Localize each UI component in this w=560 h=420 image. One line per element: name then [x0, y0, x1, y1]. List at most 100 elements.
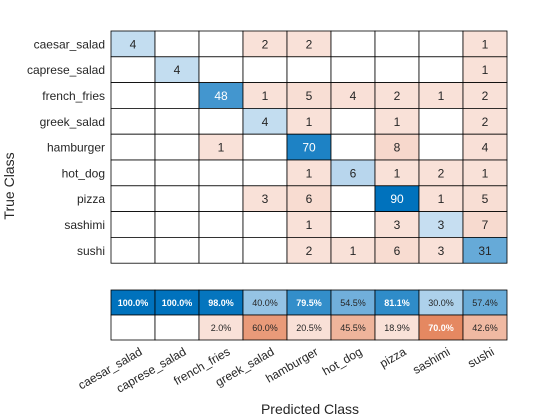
matrix-cell: [198, 185, 244, 213]
matrix-cell: [242, 108, 288, 135]
matrix-cell: [330, 30, 376, 58]
matrix-cell-value: 3: [394, 218, 401, 232]
matrix-cell: [330, 185, 376, 213]
matrix-cell: [462, 133, 508, 161]
matrix-cell-value: 1: [438, 89, 445, 103]
matrix-cell: [154, 108, 200, 135]
matrix-cell: [198, 159, 244, 187]
matrix-cell-value: 2: [306, 37, 313, 51]
matrix-cell: [154, 185, 200, 213]
summary-cell: [154, 289, 200, 316]
column-tick-label: sashimi: [410, 344, 452, 376]
matrix-cell: [286, 236, 332, 264]
matrix-cell-value: 70: [302, 141, 316, 155]
summary-cell: [374, 314, 420, 341]
column-tick-label: hot_dog: [320, 344, 365, 378]
matrix-cell: [462, 159, 508, 187]
matrix-cell: [330, 159, 376, 187]
matrix-cell: [462, 56, 508, 83]
summary-cell-value: 20.5%: [296, 323, 322, 333]
matrix-cell: [462, 30, 508, 58]
summary-cell-value: 40.0%: [252, 298, 278, 308]
matrix-cell-value: 1: [218, 141, 225, 155]
row-tick-label: greek_salad: [40, 115, 105, 129]
matrix-cell: [374, 30, 420, 58]
matrix-cell: [198, 30, 244, 58]
matrix-cell: [330, 82, 376, 109]
matrix-cell-value: 1: [306, 218, 313, 232]
matrix-cell: [154, 211, 200, 238]
summary-cell: [242, 314, 288, 341]
matrix-cell: [198, 236, 244, 264]
y-axis-label: True Class: [1, 152, 17, 219]
matrix-cell-value: 6: [350, 166, 357, 180]
matrix-cell: [374, 56, 420, 83]
matrix-cell: [242, 82, 288, 109]
matrix-cell-value: 1: [394, 115, 401, 129]
row-tick-label: caesar_salad: [34, 37, 105, 51]
matrix-cell-value: 1: [306, 115, 313, 129]
matrix-cell-value: 8: [394, 141, 401, 155]
row-tick-label: caprese_salad: [27, 63, 105, 77]
matrix-cell-value: 1: [482, 37, 489, 51]
matrix-cell: [286, 56, 332, 83]
matrix-cell: [242, 56, 288, 83]
row-tick-label: hamburger: [47, 141, 105, 155]
matrix-cell: [330, 211, 376, 238]
matrix-cell-value: 5: [482, 192, 489, 206]
matrix-cell: [110, 108, 156, 135]
matrix-cell-value: 1: [482, 166, 489, 180]
matrix-cell: [462, 185, 508, 213]
matrix-cell-value: 2: [438, 166, 445, 180]
matrix-cell: [198, 108, 244, 135]
matrix-cell-value: 48: [214, 89, 228, 103]
matrix-cell: [242, 30, 288, 58]
matrix-cell-value: 3: [262, 192, 269, 206]
matrix-cell-value: 4: [262, 115, 269, 129]
matrix-cell-value: 1: [350, 244, 357, 258]
row-tick-label: sushi: [77, 244, 105, 258]
matrix-cell-value: 2: [394, 89, 401, 103]
matrix-cell-value: 6: [394, 244, 401, 258]
matrix-cell: [374, 108, 420, 135]
summary-cell-value: 18.9%: [384, 323, 410, 333]
matrix-cell-value: 2: [262, 37, 269, 51]
column-tick-label: sushi: [465, 344, 496, 370]
matrix-cell-value: 1: [482, 63, 489, 77]
summary-cell: [462, 289, 508, 316]
matrix-cell: [110, 185, 156, 213]
matrix-cell-value: 6: [306, 192, 313, 206]
matrix-cell: [418, 133, 464, 161]
matrix-cell: [110, 236, 156, 264]
matrix-cell: [110, 82, 156, 109]
matrix-cell: [330, 133, 376, 161]
matrix-cell: [462, 108, 508, 135]
matrix-cell: [154, 30, 200, 58]
summary-cell: [374, 289, 420, 316]
summary-cell: [110, 314, 156, 341]
true-class-tick-labels: caesar_salad caprese_salad french_friesgre…: [27, 37, 105, 257]
matrix-cell-value: 5: [306, 89, 313, 103]
matrix-cell-value: 7: [482, 218, 489, 232]
summary-cell: [330, 289, 376, 316]
matrix-cell: [110, 56, 156, 83]
matrix-cell: [110, 211, 156, 238]
summary-cell-value: 60.0%: [252, 323, 278, 333]
matrix-cell: [418, 30, 464, 58]
matrix-cell-value: 90: [390, 192, 404, 206]
matrix-cell: [374, 185, 420, 213]
matrix-cell-value: 31: [478, 244, 492, 258]
matrix-cell-value: 2: [482, 115, 489, 129]
matrix-cell-value: 2: [482, 89, 489, 103]
summary-cell: [418, 314, 464, 341]
matrix-cell: [198, 56, 244, 83]
summary-cell-value: 30.0%: [428, 298, 454, 308]
matrix-cell: [374, 133, 420, 161]
summary-cell: [198, 314, 244, 341]
matrix-cell: [286, 133, 332, 161]
matrix-cell: [330, 108, 376, 135]
matrix-cell-value: 1: [306, 166, 313, 180]
matrix-cell: [242, 236, 288, 264]
matrix-cell: [242, 185, 288, 213]
